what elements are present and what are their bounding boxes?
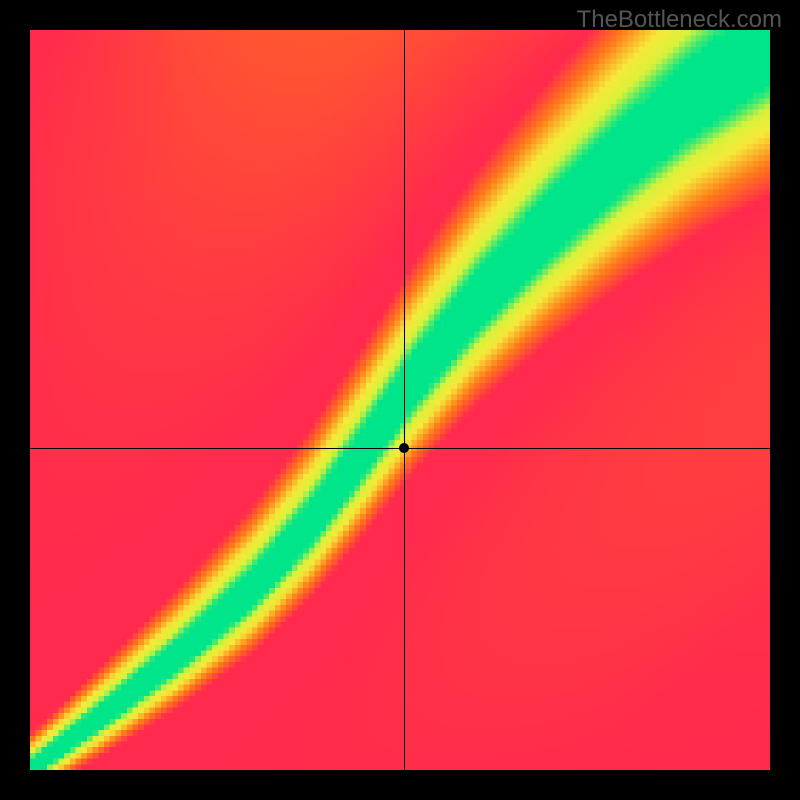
watermark-text: TheBottleneck.com bbox=[577, 6, 782, 34]
crosshair-vertical bbox=[404, 30, 405, 770]
heatmap-wrap bbox=[30, 30, 770, 770]
chart-container: TheBottleneck.com bbox=[0, 0, 800, 800]
marker-dot bbox=[399, 443, 409, 453]
plot-area bbox=[30, 30, 770, 770]
heatmap-canvas bbox=[30, 30, 770, 770]
